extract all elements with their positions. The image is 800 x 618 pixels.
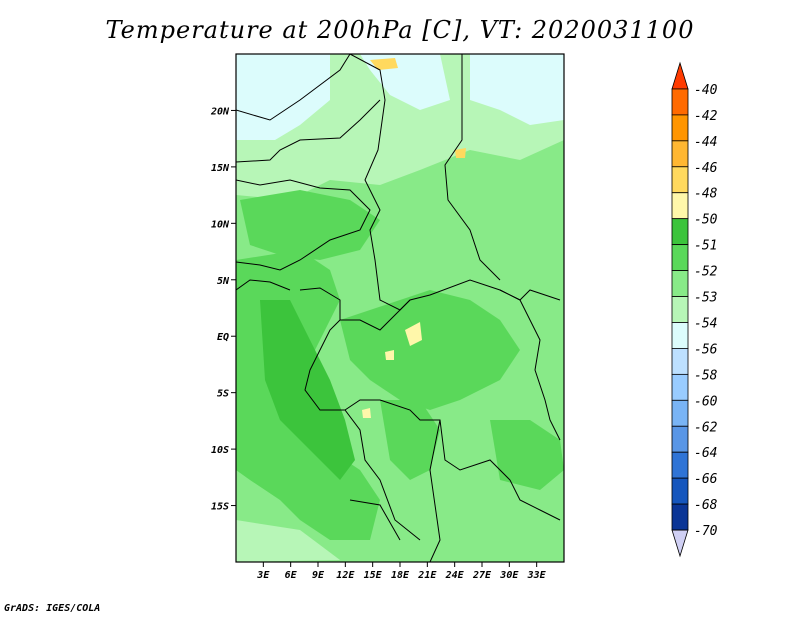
colorbar-swatch — [671, 529, 689, 558]
x-tick-label: 15E — [364, 570, 383, 581]
colorbar-swatch — [671, 192, 689, 220]
colorbar-label: -48 — [694, 187, 718, 202]
warm-patch-n — [370, 58, 398, 70]
colorbar-label: -40 — [694, 83, 718, 98]
x-tick-label: 21E — [417, 570, 437, 581]
x-axis-ticks: 3E 6E 9E 12E 15E 18E 21E 24E 27E 30E 33E — [256, 562, 547, 581]
colorbar-swatch — [671, 373, 689, 401]
x-tick-label: 6E — [285, 570, 298, 581]
colorbar-label: -54 — [694, 316, 717, 331]
country-borders — [236, 54, 561, 562]
colorbar-label: -51 — [694, 239, 717, 254]
colorbar-label: -42 — [694, 109, 718, 124]
warm-patch-south — [362, 408, 371, 418]
colorbar-label: -50 — [694, 213, 718, 228]
colorbar-swatch — [671, 218, 689, 246]
y-tick-label: 10S — [211, 445, 229, 456]
temperature-field — [236, 54, 564, 562]
y-tick-label: EQ — [217, 332, 229, 343]
colorbar-swatch — [671, 399, 689, 427]
colorbar-label: -66 — [694, 472, 718, 487]
colorbar-swatch — [671, 425, 689, 453]
field-band-sw — [236, 520, 340, 562]
y-tick-label: 15N — [211, 163, 230, 174]
y-axis-ticks: 20N 15N 10N 5N EQ 5S 10S 15S — [210, 106, 236, 513]
colorbar-swatch — [671, 140, 689, 168]
colorbar: -40 -42 -44 -46 -48 -50 -51 -52 -53 -54 -56 -58 -60 -… — [671, 61, 718, 558]
colorbar-swatch — [671, 348, 689, 375]
x-tick-label: 3E — [256, 570, 270, 581]
warm-patch-congo-1 — [405, 322, 422, 346]
colorbar-label: -60 — [694, 394, 718, 409]
field-zone-52-north — [240, 190, 380, 260]
colorbar-swatch — [671, 503, 689, 531]
colorbar-label: -64 — [694, 446, 717, 461]
x-tick-label: 27E — [472, 570, 492, 581]
y-tick-label: 5N — [217, 276, 230, 287]
colorbar-label: -58 — [694, 368, 718, 383]
colorbar-swatch — [671, 322, 689, 349]
colorbar-label: -68 — [694, 498, 718, 513]
field-cold-nw — [236, 54, 330, 140]
map-title: Temperature at 200hPa [C], VT: 202003110… — [105, 16, 695, 44]
field-cold-ne — [470, 54, 564, 125]
colorbar-label: -70 — [694, 524, 718, 539]
colorbar-swatch — [671, 477, 689, 505]
colorbar-swatch — [671, 88, 689, 116]
colorbar-swatch — [671, 61, 689, 90]
x-tick-label: 33E — [527, 570, 547, 581]
y-tick-label: 15S — [211, 502, 229, 513]
x-tick-label: 30E — [499, 570, 519, 581]
colorbar-swatch — [671, 451, 689, 479]
colorbar-label: -44 — [694, 135, 717, 150]
credit-text: GrADS: IGES/COLA — [4, 603, 101, 614]
field-zone-51-west — [260, 300, 355, 480]
colorbar-label: -56 — [694, 342, 718, 357]
warm-patch-ne — [455, 148, 466, 158]
colorbar-label: -53 — [694, 291, 717, 306]
colorbar-swatch — [671, 270, 689, 297]
colorbar-swatch — [671, 114, 689, 142]
x-tick-label: 9E — [312, 570, 325, 581]
y-tick-label: 5S — [217, 389, 229, 400]
colorbar-swatch — [671, 296, 689, 323]
colorbar-label: -46 — [694, 161, 718, 176]
warm-patch-congo-2 — [385, 350, 394, 360]
y-tick-label: 10N — [211, 219, 230, 230]
colorbar-label: -62 — [694, 420, 718, 435]
colorbar-swatch — [671, 166, 689, 194]
field-zone-52-central — [340, 290, 520, 410]
field-zone-52-east — [490, 420, 564, 490]
x-tick-label: 18E — [391, 570, 410, 581]
y-tick-label: 20N — [210, 106, 230, 117]
x-tick-label: 24E — [445, 570, 465, 581]
colorbar-label: -52 — [694, 265, 718, 280]
x-tick-label: 12E — [336, 570, 355, 581]
colorbar-swatch — [671, 244, 689, 271]
